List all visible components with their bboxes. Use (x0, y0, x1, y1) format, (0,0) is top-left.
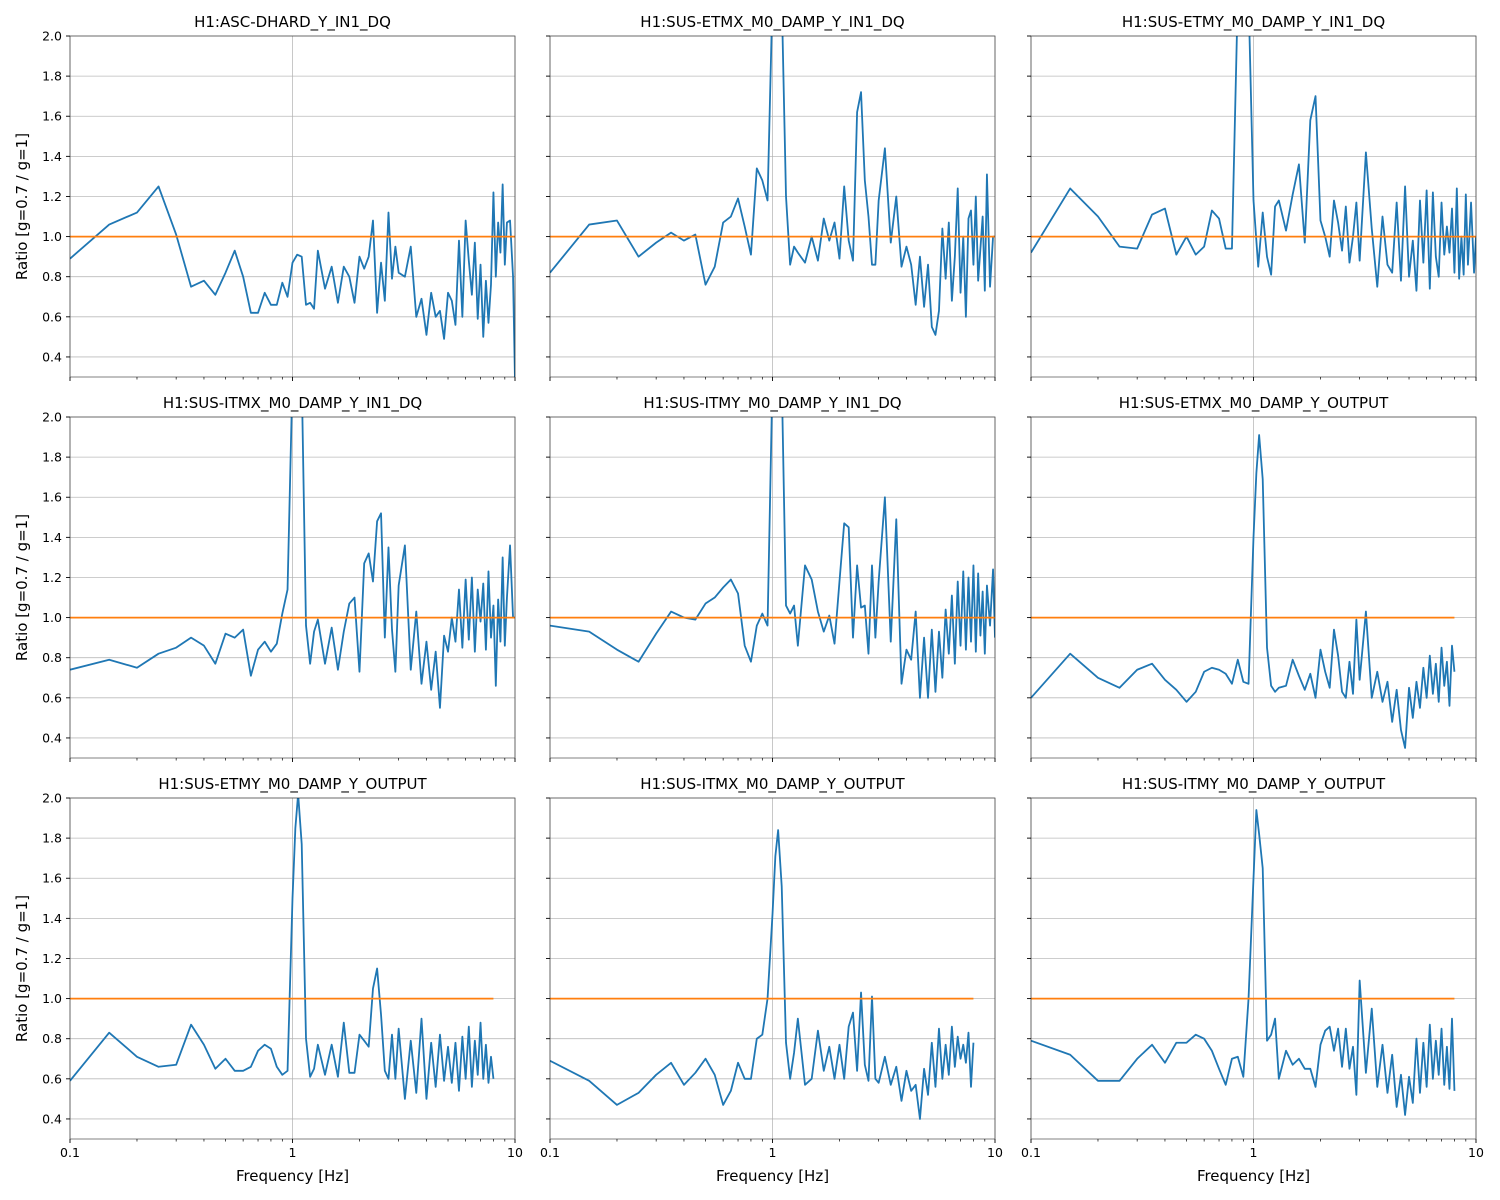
x-axis-label: Frequency [Hz] (1197, 1167, 1310, 1185)
ytick-label: 1.8 (42, 69, 62, 84)
ytick-label: 1.6 (42, 490, 62, 505)
series-line-ratio (550, 36, 995, 336)
series-line-ratio (1031, 809, 1456, 1116)
xtick-label: 10 (987, 1145, 1003, 1160)
subplot-title: H1:SUS-ETMY_M0_DAMP_Y_IN1_DQ (1122, 13, 1385, 32)
ytick-label: 0.8 (42, 269, 62, 284)
ytick-label: 0.4 (42, 1111, 62, 1126)
series-line-ratio (1031, 36, 1476, 292)
ytick-label: 1.6 (42, 109, 62, 124)
subplot-title: H1:SUS-ITMX_M0_DAMP_Y_IN1_DQ (163, 394, 422, 413)
subplot-4: 0.4 0.6 0.8 1.0 1.2 1.4 1.6 1.8 2.0 H1:SUS-ITMX_M… (13, 394, 516, 762)
xtick-label: 10 (1468, 1145, 1484, 1160)
subplot-8: 0.1 1 10 H1:SUS-ITMX_M0_DAMP_Y_OUTPUT Freque… (540, 775, 1003, 1185)
xtick-label: 1 (1250, 1145, 1258, 1160)
subplot-3: H1:SUS-ETMY_M0_DAMP_Y_IN1_DQ (1027, 13, 1477, 381)
ytick-label: 0.8 (42, 650, 62, 665)
xtick-label: 0.1 (540, 1145, 560, 1160)
series-line-ratio (70, 183, 515, 377)
ytick-label: 1.2 (42, 951, 62, 966)
ytick-label: 1.4 (42, 911, 62, 926)
series-line-ratio (70, 417, 515, 709)
ytick-label: 1.4 (42, 530, 62, 545)
xtick-label: 0.1 (60, 1145, 80, 1160)
ytick-label: 1.0 (42, 229, 62, 244)
xtick-label: 0.1 (1021, 1145, 1041, 1160)
ytick-label: 1.2 (42, 189, 62, 204)
subplot-6: H1:SUS-ETMX_M0_DAMP_Y_OUTPUT (1027, 394, 1477, 762)
ytick-label: 0.8 (42, 1031, 62, 1046)
x-axis-label: Frequency [Hz] (716, 1167, 829, 1185)
subplot-title: H1:SUS-ITMX_M0_DAMP_Y_OUTPUT (640, 775, 905, 794)
ytick-label: 0.6 (42, 690, 62, 705)
xtick-label: 1 (769, 1145, 777, 1160)
subplot-1: 0.4 0.6 0.8 1.0 1.2 1.4 1.6 1.8 2.0 H1:ASC-DHARD_… (13, 13, 516, 381)
ytick-label: 1.0 (42, 991, 62, 1006)
y-axis-label: Ratio [g=0.7 / g=1] (13, 895, 31, 1042)
subplot-9: 0.1 1 10 H1:SUS-ITMY_M0_DAMP_Y_OUTPUT Freque… (1021, 775, 1484, 1185)
ytick-label: 1.8 (42, 450, 62, 465)
subplot-title: H1:SUS-ETMX_M0_DAMP_Y_OUTPUT (1119, 394, 1389, 413)
ytick-label: 2.0 (42, 29, 62, 44)
subplot-7: 0.4 0.6 0.8 1.0 1.2 1.4 1.6 1.8 2.0 0.1 1 10 H1:SUS-… (13, 775, 523, 1185)
subplot-title: H1:SUS-ETMY_M0_DAMP_Y_OUTPUT (158, 775, 427, 794)
ytick-label: 1.0 (42, 610, 62, 625)
subplot-title: H1:ASC-DHARD_Y_IN1_DQ (194, 13, 391, 32)
xtick-label: 10 (507, 1145, 523, 1160)
ytick-label: 2.0 (42, 791, 62, 806)
ytick-label: 1.4 (42, 149, 62, 164)
ytick-label: 0.6 (42, 309, 62, 324)
subplot-2: H1:SUS-ETMX_M0_DAMP_Y_IN1_DQ (546, 13, 996, 381)
ytick-label: 0.4 (42, 349, 62, 364)
xtick-label: 1 (289, 1145, 297, 1160)
subplot-title: H1:SUS-ITMY_M0_DAMP_Y_OUTPUT (1122, 775, 1386, 794)
series-line-ratio (550, 417, 995, 699)
series-line-ratio (550, 829, 975, 1120)
ytick-label: 2.0 (42, 410, 62, 425)
series-line-ratio (70, 798, 495, 1100)
ytick-label: 1.6 (42, 871, 62, 886)
ytick-label: 1.8 (42, 831, 62, 846)
ytick-label: 0.6 (42, 1071, 62, 1086)
y-axis-label: Ratio [g=0.7 / g=1] (13, 514, 31, 661)
ytick-label: 1.2 (42, 570, 62, 585)
subplot-title: H1:SUS-ETMX_M0_DAMP_Y_IN1_DQ (640, 13, 904, 32)
ytick-label: 0.4 (42, 730, 62, 745)
y-axis-label: Ratio [g=0.7 / g=1] (13, 133, 31, 280)
subplot-5: H1:SUS-ITMY_M0_DAMP_Y_IN1_DQ (546, 394, 996, 762)
x-axis-label: Frequency [Hz] (236, 1167, 349, 1185)
subplot-title: H1:SUS-ITMY_M0_DAMP_Y_IN1_DQ (643, 394, 901, 413)
series-line-ratio (1031, 434, 1456, 749)
